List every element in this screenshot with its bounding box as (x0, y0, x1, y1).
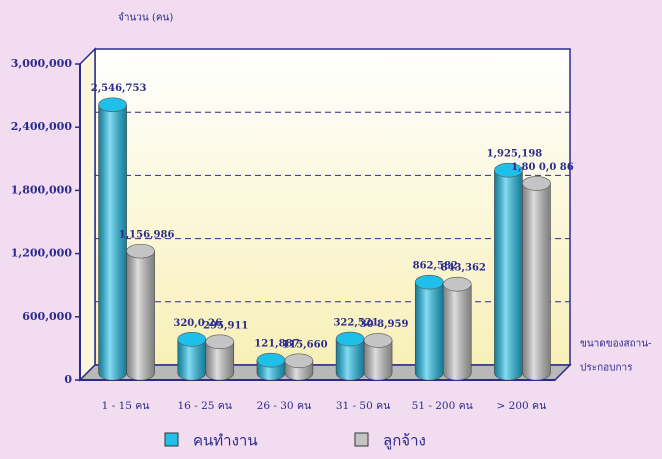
y-tick-label: 600,000 (22, 310, 72, 323)
bar-top (442, 276, 472, 292)
value-label: 322,521 (333, 318, 378, 329)
x-tick-label: > 200 คน (497, 400, 547, 412)
value-label: 295,911 (203, 320, 248, 331)
value-label: 115,660 (282, 339, 327, 350)
bar-shade (443, 284, 472, 381)
x-tick-label: 26 - 30 คน (257, 400, 311, 412)
x-axis-label: ประกอบการ (580, 363, 633, 374)
x-tick-label: 51 - 200 คน (412, 400, 473, 412)
bar-shade (522, 183, 551, 381)
bar-shade (336, 339, 365, 381)
value-label: 320,0 26 (173, 318, 222, 329)
bar-top (494, 162, 523, 178)
y-tick-label: 2,400,000 (11, 120, 73, 133)
bar-shade (205, 341, 234, 381)
legend-label: คนทำงาน (193, 432, 258, 450)
bar-shade (126, 251, 155, 381)
bar-top (98, 97, 127, 113)
y-tick-label: 1,800,000 (11, 183, 73, 196)
bar-top (363, 333, 393, 348)
y-tick-label: 3,000,000 (11, 57, 73, 70)
bar-top (126, 243, 155, 259)
bar-shade (177, 339, 206, 381)
value-label: 1,156,986 (119, 230, 175, 241)
back-wall (94, 48, 571, 366)
y-axis-label: จำนวน (คน) (118, 13, 173, 24)
value-label: 1,80 0,0 86 (511, 162, 574, 173)
y-tick-label: 1,200,000 (11, 247, 73, 260)
y-tick-label: 0 (64, 373, 72, 386)
bar-top (414, 274, 444, 290)
bar-top (284, 353, 314, 369)
bar-shade (364, 340, 393, 381)
value-label: 30 8,959 (360, 319, 409, 330)
x-tick-label: 16 - 25 คน (178, 400, 232, 412)
value-label: 862,582 (413, 261, 458, 272)
bar-shade (415, 282, 444, 381)
bar-top (522, 176, 551, 191)
bar-shade (98, 104, 127, 381)
bar-top (256, 352, 286, 368)
bar-shade (494, 170, 523, 380)
bar-top (205, 334, 235, 350)
side-wall (79, 47, 96, 382)
value-label: 2,546,753 (91, 83, 147, 94)
value-label: 843,362 (441, 263, 486, 274)
x-tick-label: 1 - 15 คน (102, 400, 150, 412)
legend-swatch (164, 432, 179, 447)
legend-swatch (354, 432, 369, 447)
value-label: 121,887 (254, 339, 299, 350)
value-label: 1,925,198 (487, 149, 543, 160)
bar-top (177, 331, 207, 347)
x-tick-label: 31 - 50 คน (336, 400, 390, 412)
bar-top (335, 331, 365, 347)
x-axis-label: ขนาดของสถาน- (580, 339, 652, 350)
legend-label: ลูกจ้าง (383, 432, 426, 450)
